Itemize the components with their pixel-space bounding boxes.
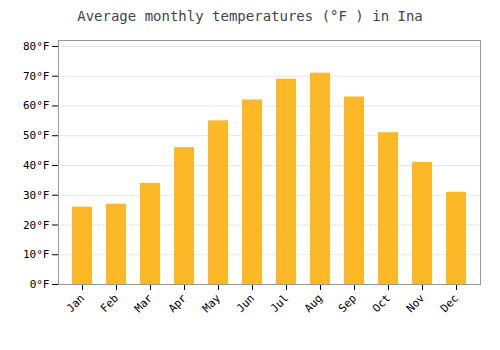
svg-text:60°F: 60°F [23,99,50,112]
html-text:Average monthly temperatures (: Average monthly temperatures (°F ) in In… [77,8,423,24]
svg-text:Sep: Sep [336,292,359,315]
svg-text:Apr: Apr [166,291,190,315]
svg-text:10°F: 10°F [23,248,50,261]
svg-text:0°F: 0°F [30,278,50,291]
svg-text:Oct: Oct [370,292,393,315]
svg-text:80°F: 80°F [23,40,50,53]
svg-text:70°F: 70°F [23,70,50,83]
svg-text:May: May [200,291,224,315]
svg-text:Aug: Aug [302,292,325,315]
svg-text:50°F: 50°F [23,129,50,142]
svg-text:20°F: 20°F [23,219,50,232]
svg-text:Jun: Jun [234,292,257,315]
svg-text:Jul: Jul [268,292,291,315]
svg-text:Nov: Nov [404,291,428,315]
svg-text:Jan: Jan [64,292,87,315]
svg-text:30°F: 30°F [23,189,50,202]
svg-text:Feb: Feb [98,292,121,315]
svg-text:Mar: Mar [132,291,156,315]
svg-text:Dec: Dec [438,292,461,315]
svg-text:40°F: 40°F [23,159,50,172]
